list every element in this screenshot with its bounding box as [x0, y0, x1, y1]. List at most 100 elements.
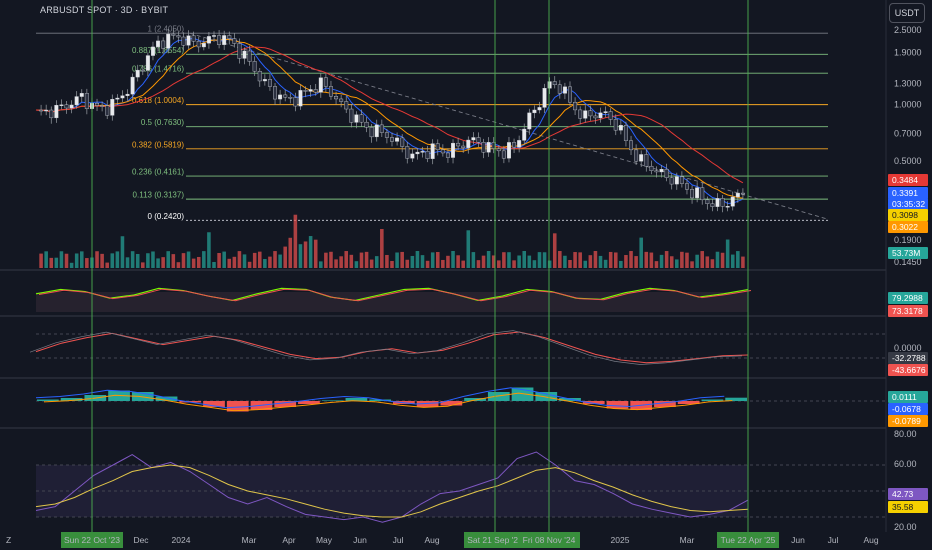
volume-bar [507, 252, 511, 268]
volume-bar [415, 251, 420, 268]
volume-bar [263, 258, 267, 268]
candle [573, 101, 578, 111]
candle [740, 192, 745, 195]
fib-level-label: 1 (2.4050) [148, 25, 185, 34]
date-marker-badge [61, 532, 123, 548]
volume-bar [497, 260, 501, 268]
value-tag [888, 352, 928, 364]
candle [191, 35, 196, 42]
currency-button[interactable]: USDT [889, 3, 925, 23]
candle [588, 110, 593, 117]
macd-bar [701, 399, 724, 401]
time-axis-label: 2024 [172, 535, 191, 545]
candle [527, 112, 532, 130]
volume-bar [547, 260, 552, 268]
volume-bar [522, 251, 527, 268]
volume-bar [654, 261, 659, 268]
candle [598, 112, 603, 119]
moving-average-line [35, 38, 743, 199]
macd-line [35, 387, 725, 409]
macd-bar [369, 399, 391, 401]
volume-bar [430, 252, 435, 268]
volume-bar [685, 252, 689, 268]
macd-bar [654, 401, 676, 407]
value-tag-label: 0.3484 [892, 175, 918, 185]
candle [542, 88, 547, 108]
volume-bar [675, 259, 679, 268]
volume-bar [324, 252, 328, 268]
candle [100, 105, 105, 107]
candle [247, 50, 252, 62]
volume-bar [573, 252, 577, 268]
volume-bar [456, 255, 460, 268]
volume-bar [486, 251, 491, 268]
candle [618, 125, 623, 131]
time-axis-label: Mar [680, 535, 695, 545]
value-tag-label: -32.2788 [892, 353, 926, 363]
candle [593, 115, 598, 119]
volume-bar [385, 254, 389, 268]
volume-bar [105, 262, 109, 268]
volume-bar [59, 251, 64, 268]
candle [105, 105, 110, 116]
volume-bar [552, 233, 557, 268]
time-axis-label: Jul [393, 535, 404, 545]
date-marker-badge [518, 532, 580, 548]
candle [476, 137, 481, 143]
candle [186, 35, 191, 46]
volume-bar [700, 251, 705, 268]
candle [679, 176, 684, 184]
value-tag [888, 305, 928, 317]
macd-bar [606, 401, 629, 409]
value-tag [888, 488, 928, 500]
candle [339, 98, 344, 102]
macd-bar [321, 400, 344, 401]
candle [562, 86, 567, 94]
stoch-d-line [38, 288, 752, 302]
value-tag [888, 501, 928, 513]
candle [466, 139, 471, 148]
volume-bar [339, 256, 343, 268]
candle [715, 198, 720, 207]
candle [410, 153, 415, 159]
candle [517, 140, 522, 148]
macd-bar [298, 401, 320, 404]
macd-bar [203, 401, 225, 407]
volume-bar [334, 259, 338, 268]
candle [522, 128, 527, 141]
value-tag [888, 174, 928, 186]
volume-bar [730, 254, 735, 268]
candle [145, 55, 150, 71]
volume-bar [690, 261, 694, 268]
volume-bar [329, 251, 333, 268]
volume-bar [110, 253, 115, 268]
volume-bar [222, 251, 226, 268]
volume-bar [79, 251, 84, 268]
timezone-label: Z [6, 535, 11, 545]
chart-title: ARBUSDT SPOT · 3D · BYBIT [40, 5, 169, 15]
candle [354, 114, 359, 123]
volume-bar [598, 255, 603, 268]
volume-bar [196, 256, 201, 268]
volume-bar [217, 253, 221, 268]
candle [557, 84, 562, 94]
volume-bar [593, 251, 598, 268]
volume-bar [273, 251, 277, 268]
candle [59, 104, 64, 107]
time-axis-label: Jun [353, 535, 367, 545]
candle [54, 105, 59, 119]
candle [629, 140, 634, 151]
volume-bar [100, 253, 104, 268]
candle [120, 95, 125, 99]
candle [140, 69, 145, 72]
volume-bar [710, 259, 715, 268]
volume-bar [212, 261, 216, 268]
candle [252, 61, 257, 72]
date-marker-label: Sat 21 Sep '24 [467, 535, 523, 545]
volume-bar [435, 252, 440, 268]
moving-average-line [35, 46, 744, 184]
candle [374, 124, 379, 138]
candle [649, 165, 654, 171]
value-tag-label: 35.58 [892, 502, 914, 512]
